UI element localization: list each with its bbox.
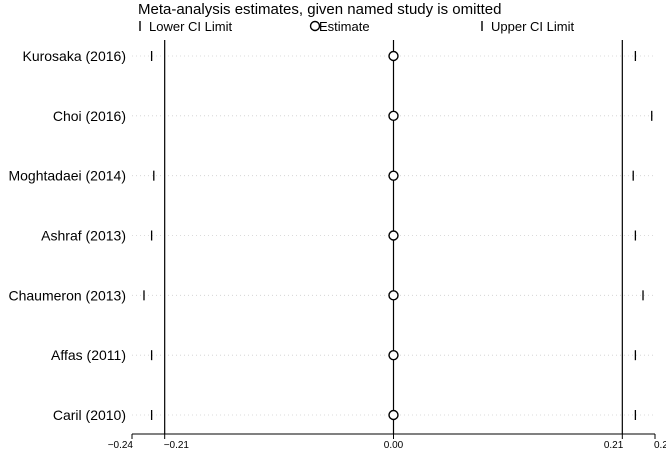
study-label: Kurosaka (2016) <box>22 48 126 64</box>
study-label: Moghtadaei (2014) <box>8 168 126 184</box>
estimate-marker <box>388 50 399 62</box>
study-labels: Kurosaka (2016) Choi (2016) Moghtadaei (20… <box>8 48 126 423</box>
estimate-marker <box>388 230 399 241</box>
legend-label: Lower CI Limit <box>149 19 232 34</box>
estimate-marker <box>388 349 399 361</box>
chart-title: Meta-analysis estimates, given named stu… <box>138 1 502 18</box>
study-label: Choi (2016) <box>53 108 126 124</box>
x-tick-label: −0.24 <box>108 440 134 450</box>
legend: Lower CI Limit Estimate Upper CI Limit <box>139 19 574 34</box>
study-label: Ashraf (2013) <box>41 228 126 244</box>
legend-marker-circle <box>309 20 321 32</box>
x-tick-label: 0.24 <box>654 440 666 450</box>
estimate-marker <box>388 290 399 301</box>
study-label: Chaumeron (2013) <box>8 287 126 303</box>
x-tick-label: 0.21 <box>604 440 624 450</box>
study-label: Affas (2011) <box>51 347 126 363</box>
legend-label: Estimate <box>319 19 370 34</box>
estimate-marker <box>388 110 399 122</box>
x-tick-label: 0.00 <box>384 440 404 450</box>
x-tick-label: −0.21 <box>164 440 190 450</box>
study-label: Caril (2010) <box>53 407 126 423</box>
x-axis: −0.24 −0.21 0.00 0.21 0.24 <box>108 433 666 450</box>
estimate-marker <box>388 170 399 181</box>
study-markers <box>143 50 653 421</box>
estimate-marker <box>388 409 399 421</box>
legend-label: Upper CI Limit <box>491 19 574 34</box>
